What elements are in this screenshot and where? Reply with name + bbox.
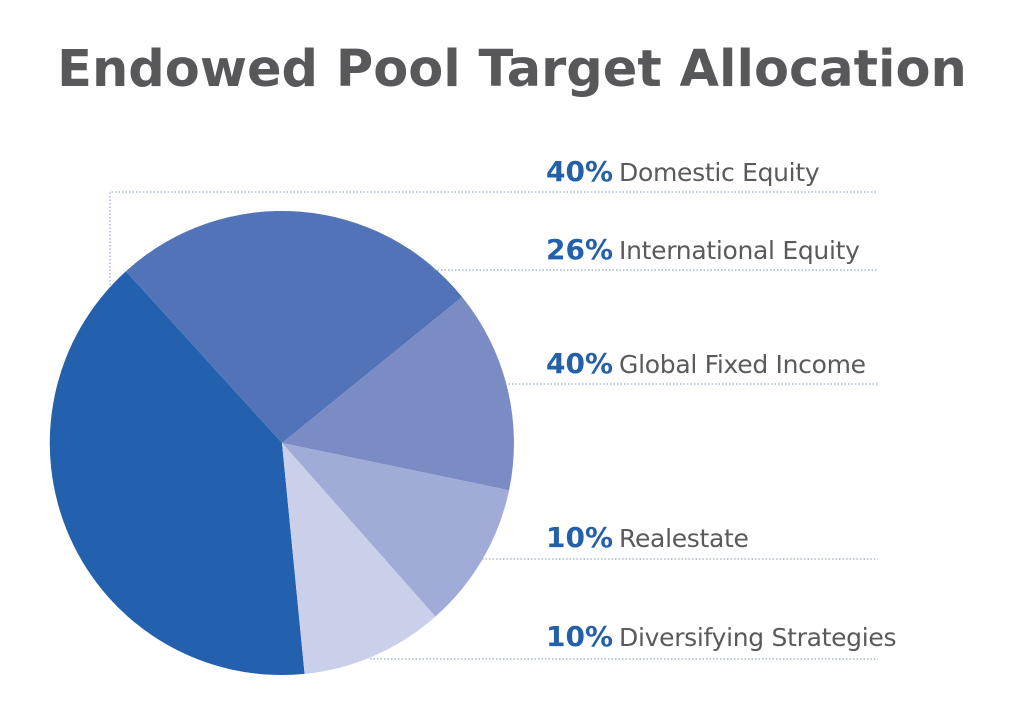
slice-global-fixed-income [282, 297, 514, 491]
legend-percent: 26% [546, 233, 614, 266]
legend-item-domestic-equity: 40% Domestic Equity [546, 155, 820, 188]
legend-percent: 10% [546, 521, 614, 554]
legend-label: Diversifying Strategies [619, 623, 897, 652]
slice-diversifying-strategies [282, 443, 436, 674]
chart-title: Endowed Pool Target Allocation [57, 40, 967, 99]
legend-label: Domestic Equity [619, 158, 820, 187]
legend-label: Global Fixed Income [619, 350, 866, 379]
legend-item-realestate: 10% Realestate [546, 521, 749, 554]
slice-realestate [282, 443, 510, 617]
legend-label: Realestate [619, 524, 749, 553]
legend-percent: 10% [546, 620, 614, 653]
legend-item-international-equity: 26% International Equity [546, 233, 860, 266]
legend-item-diversifying-strategies: 10% Diversifying Strategies [546, 620, 897, 653]
legend-item-global-fixed-income: 40% Global Fixed Income [546, 347, 866, 380]
legend-percent: 40% [546, 347, 614, 380]
slice-domestic-equity [49, 271, 305, 676]
legend-label: International Equity [619, 236, 860, 265]
legend-percent: 40% [546, 155, 614, 188]
slice-international-equity [125, 210, 463, 443]
